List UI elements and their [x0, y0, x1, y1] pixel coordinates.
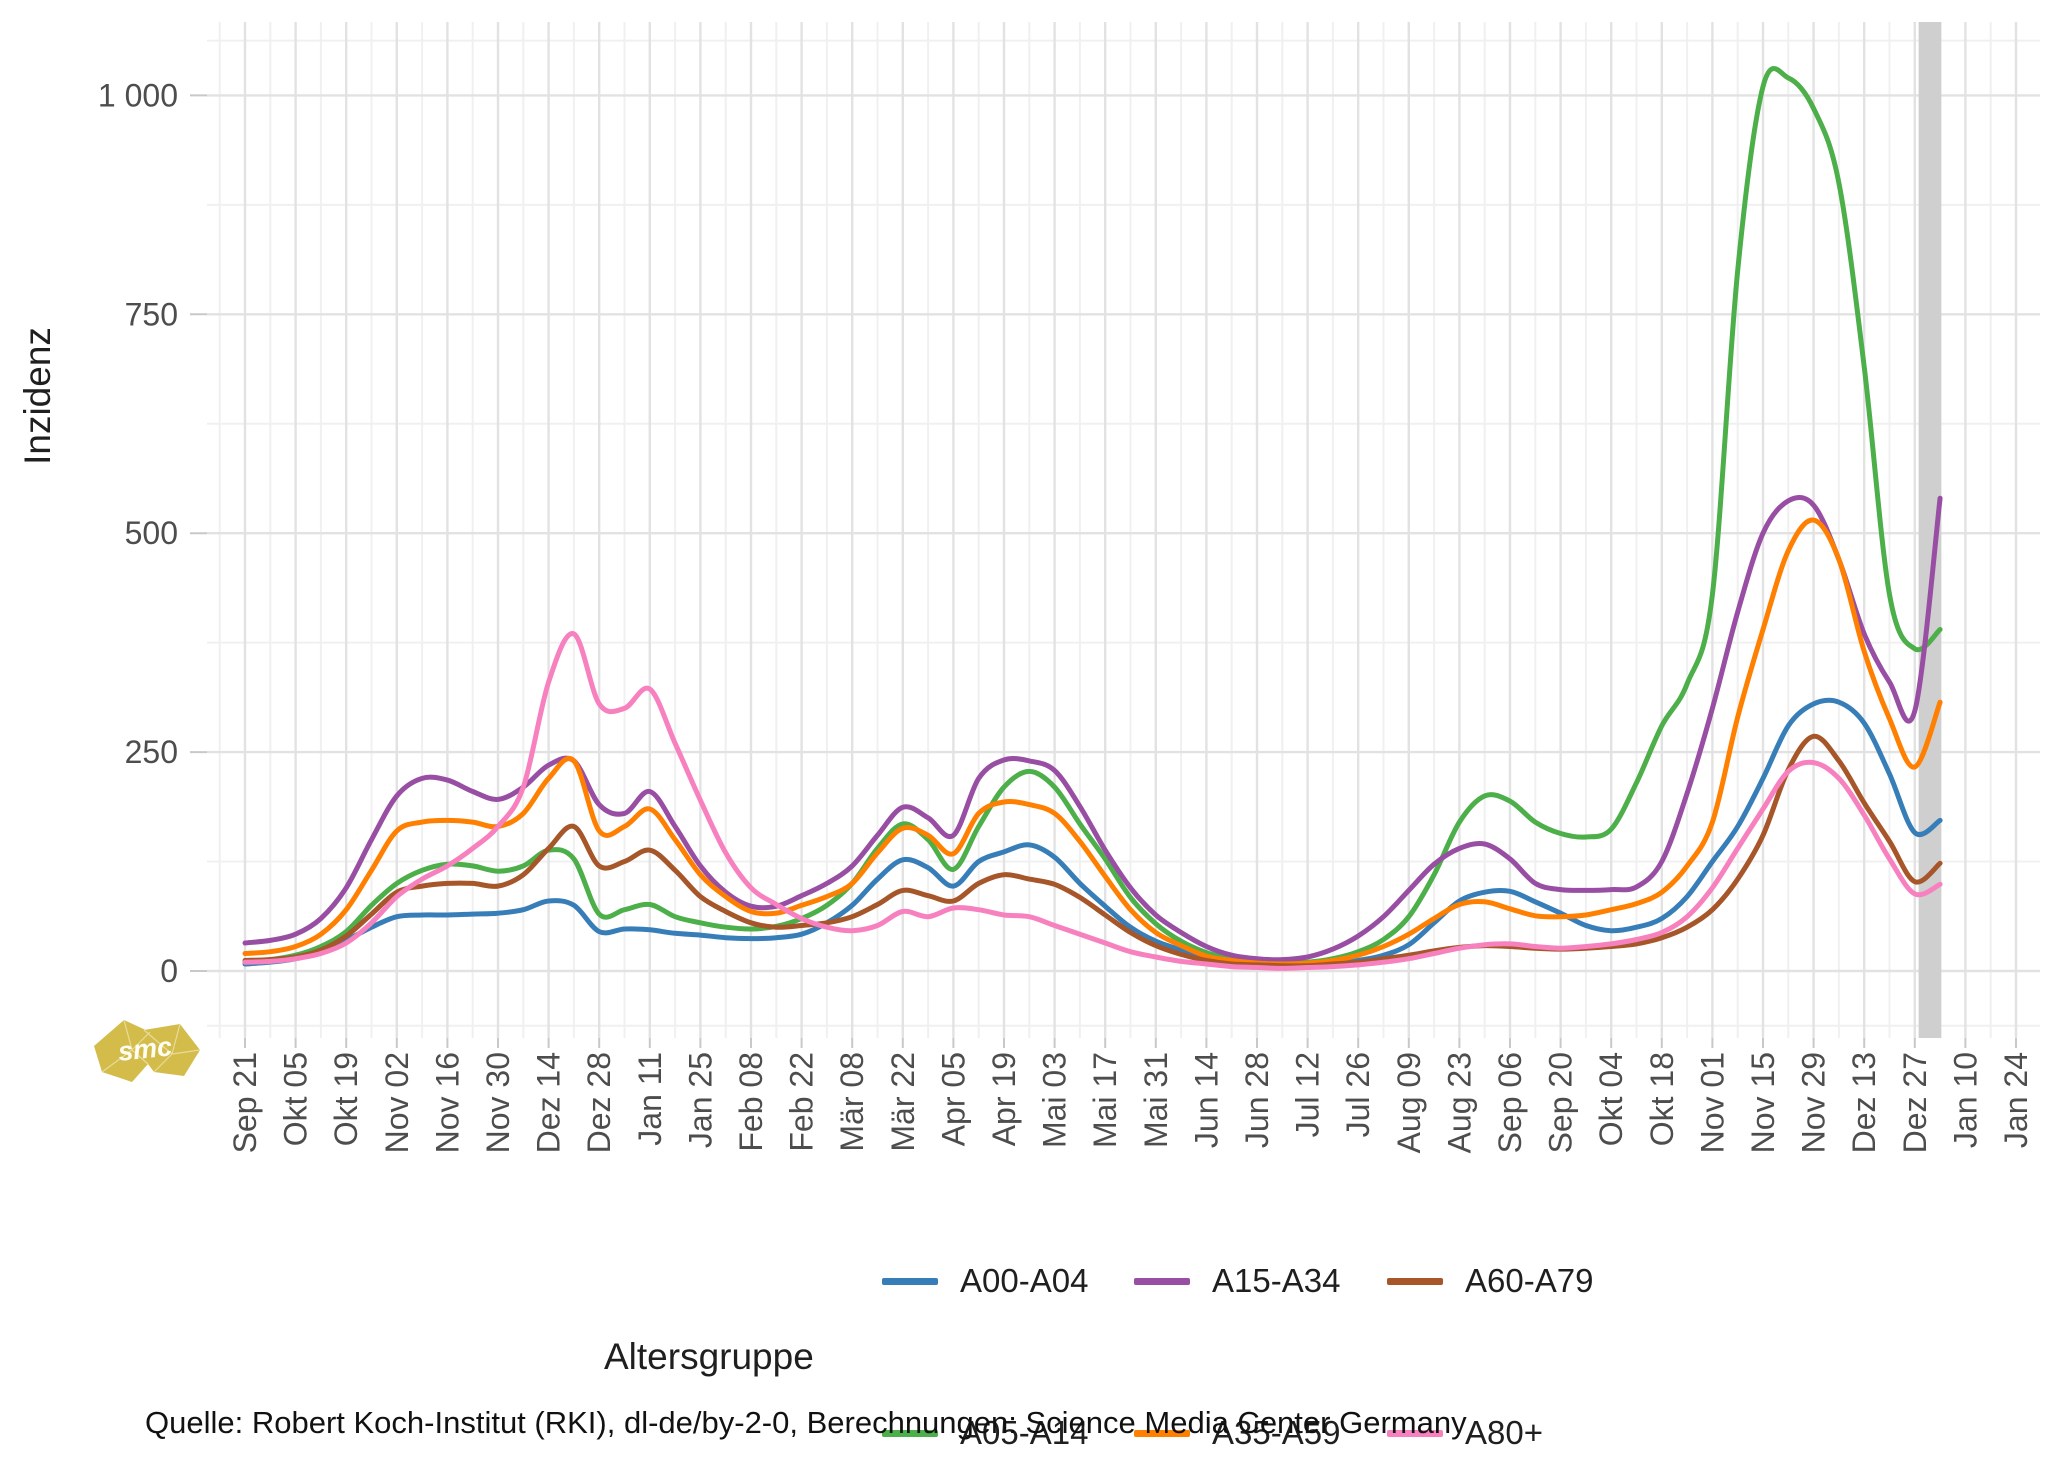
x-tick-label: Sep 20: [1543, 1052, 1579, 1153]
x-tick-label: Dez 13: [1846, 1052, 1882, 1153]
x-tick-label: Okt 19: [328, 1052, 364, 1146]
x-tick-label: Okt 04: [1593, 1052, 1629, 1146]
y-tick-label: 250: [125, 734, 178, 770]
x-tick-label: Jun 14: [1188, 1052, 1224, 1148]
x-tick-label: Jan 25: [682, 1052, 718, 1148]
smc-logo-text: smc: [117, 1031, 174, 1066]
x-tick-label: Nov 02: [379, 1052, 415, 1153]
x-tick-label: Okt 05: [278, 1052, 314, 1146]
x-tick-label: Nov 15: [1745, 1052, 1781, 1153]
x-tick-label: Apr 05: [935, 1052, 971, 1146]
x-tick-label: Dez 27: [1897, 1052, 1933, 1153]
x-tick-label: Feb 22: [784, 1052, 820, 1152]
legend-label: A05-A14: [960, 1414, 1089, 1451]
x-tick-label: Nov 01: [1694, 1052, 1730, 1153]
y-tick-label: 1 000: [98, 77, 178, 113]
series-line-A00-A04: [242, 697, 1943, 969]
x-tick-label: Sep 21: [227, 1052, 263, 1153]
axis-labels: 0 250 500 750 1 000 Sep 21 Okt 05 Okt 19 Nov 02 N…: [98, 77, 2034, 1153]
x-tick-label: Jan 10: [1947, 1052, 1983, 1148]
x-tick-label: Dez 14: [531, 1052, 567, 1153]
x-tick-label: Jun 28: [1239, 1052, 1275, 1148]
legend-label: A00-A04: [960, 1262, 1089, 1299]
legend-item-A80+: A80+: [1387, 1395, 1647, 1462]
legend-item-A00-A04: A00-A04: [882, 1243, 1134, 1319]
x-tick-label: Okt 18: [1644, 1052, 1680, 1146]
legend-label: A80+: [1465, 1414, 1543, 1451]
x-tick-label: Mai 31: [1138, 1052, 1174, 1148]
smc-logo-shape-left: [94, 1020, 150, 1082]
smc-logo-shape-right: [142, 1024, 200, 1076]
x-tick-label: Nov 30: [480, 1052, 516, 1153]
series-line-A35-A59: [242, 517, 1943, 967]
legend-title: Altersgruppe: [604, 1336, 814, 1377]
x-tick-label: Nov 29: [1796, 1052, 1832, 1153]
legend: A00-A04 A05-A14 A15-A34 A35-A59 A60-A79 A80+: [882, 1243, 1647, 1462]
legend-swatch-A05-A14: [882, 1429, 938, 1437]
legend-swatch-A35-A59: [1134, 1429, 1190, 1437]
legend-swatch-A80+: [1387, 1429, 1443, 1437]
x-tick-label: Mai 17: [1087, 1052, 1123, 1148]
legend-swatch-A00-A04: [882, 1277, 938, 1285]
y-tick-label: 750: [125, 296, 178, 332]
legend-swatch-A60-A79: [1387, 1277, 1443, 1285]
x-tick-label: Mär 08: [834, 1052, 870, 1152]
x-tick-label: Feb 08: [733, 1052, 769, 1152]
x-tick-label: Mär 22: [885, 1052, 921, 1152]
y-tick-label: 500: [125, 515, 178, 551]
series-line-A15-A34: [242, 495, 1943, 963]
x-tick-label: Jul 12: [1290, 1052, 1326, 1137]
legend-label: A60-A79: [1465, 1262, 1594, 1299]
x-tick-label: Sep 06: [1492, 1052, 1528, 1153]
x-tick-label: Jan 24: [1998, 1052, 2034, 1148]
series-line-A80+: [242, 631, 1943, 971]
smc-logo: smc: [94, 1019, 201, 1082]
x-tick-label: Aug 23: [1441, 1052, 1477, 1153]
recent-data-band: [1918, 22, 1942, 1038]
y-axis-title: Inzidenz: [17, 327, 58, 465]
legend-label: A35-A59: [1212, 1414, 1341, 1451]
x-tick-label: Aug 09: [1391, 1052, 1427, 1153]
legend-item-A60-A79: A60-A79: [1387, 1243, 1647, 1319]
x-tick-label: Dez 28: [581, 1052, 617, 1153]
x-tick-label: Jan 11: [632, 1052, 668, 1146]
x-tick-label: Jul 26: [1340, 1052, 1376, 1137]
smc-logo-facets: [101, 1019, 201, 1073]
legend-item-A05-A14: A05-A14: [882, 1395, 1134, 1462]
x-tick-label: Nov 16: [429, 1052, 465, 1153]
legend-swatch-A15-A34: [1134, 1277, 1190, 1285]
gridlines-minor: [207, 22, 2040, 1038]
axis-ticks: [190, 94, 2017, 1048]
legend-label: A15-A34: [1212, 1262, 1341, 1299]
series-lines: [242, 66, 1943, 971]
legend-item-A15-A34: A15-A34: [1134, 1243, 1387, 1319]
series-line-A60-A79: [242, 733, 1943, 969]
x-tick-label: Mai 03: [1037, 1052, 1073, 1148]
source-note: Quelle: Robert Koch-Institut (RKI), dl-d…: [145, 1405, 1467, 1440]
x-tick-label: Apr 19: [986, 1052, 1022, 1146]
y-tick-label: 0: [160, 953, 178, 989]
legend-item-A35-A59: A35-A59: [1134, 1395, 1387, 1462]
